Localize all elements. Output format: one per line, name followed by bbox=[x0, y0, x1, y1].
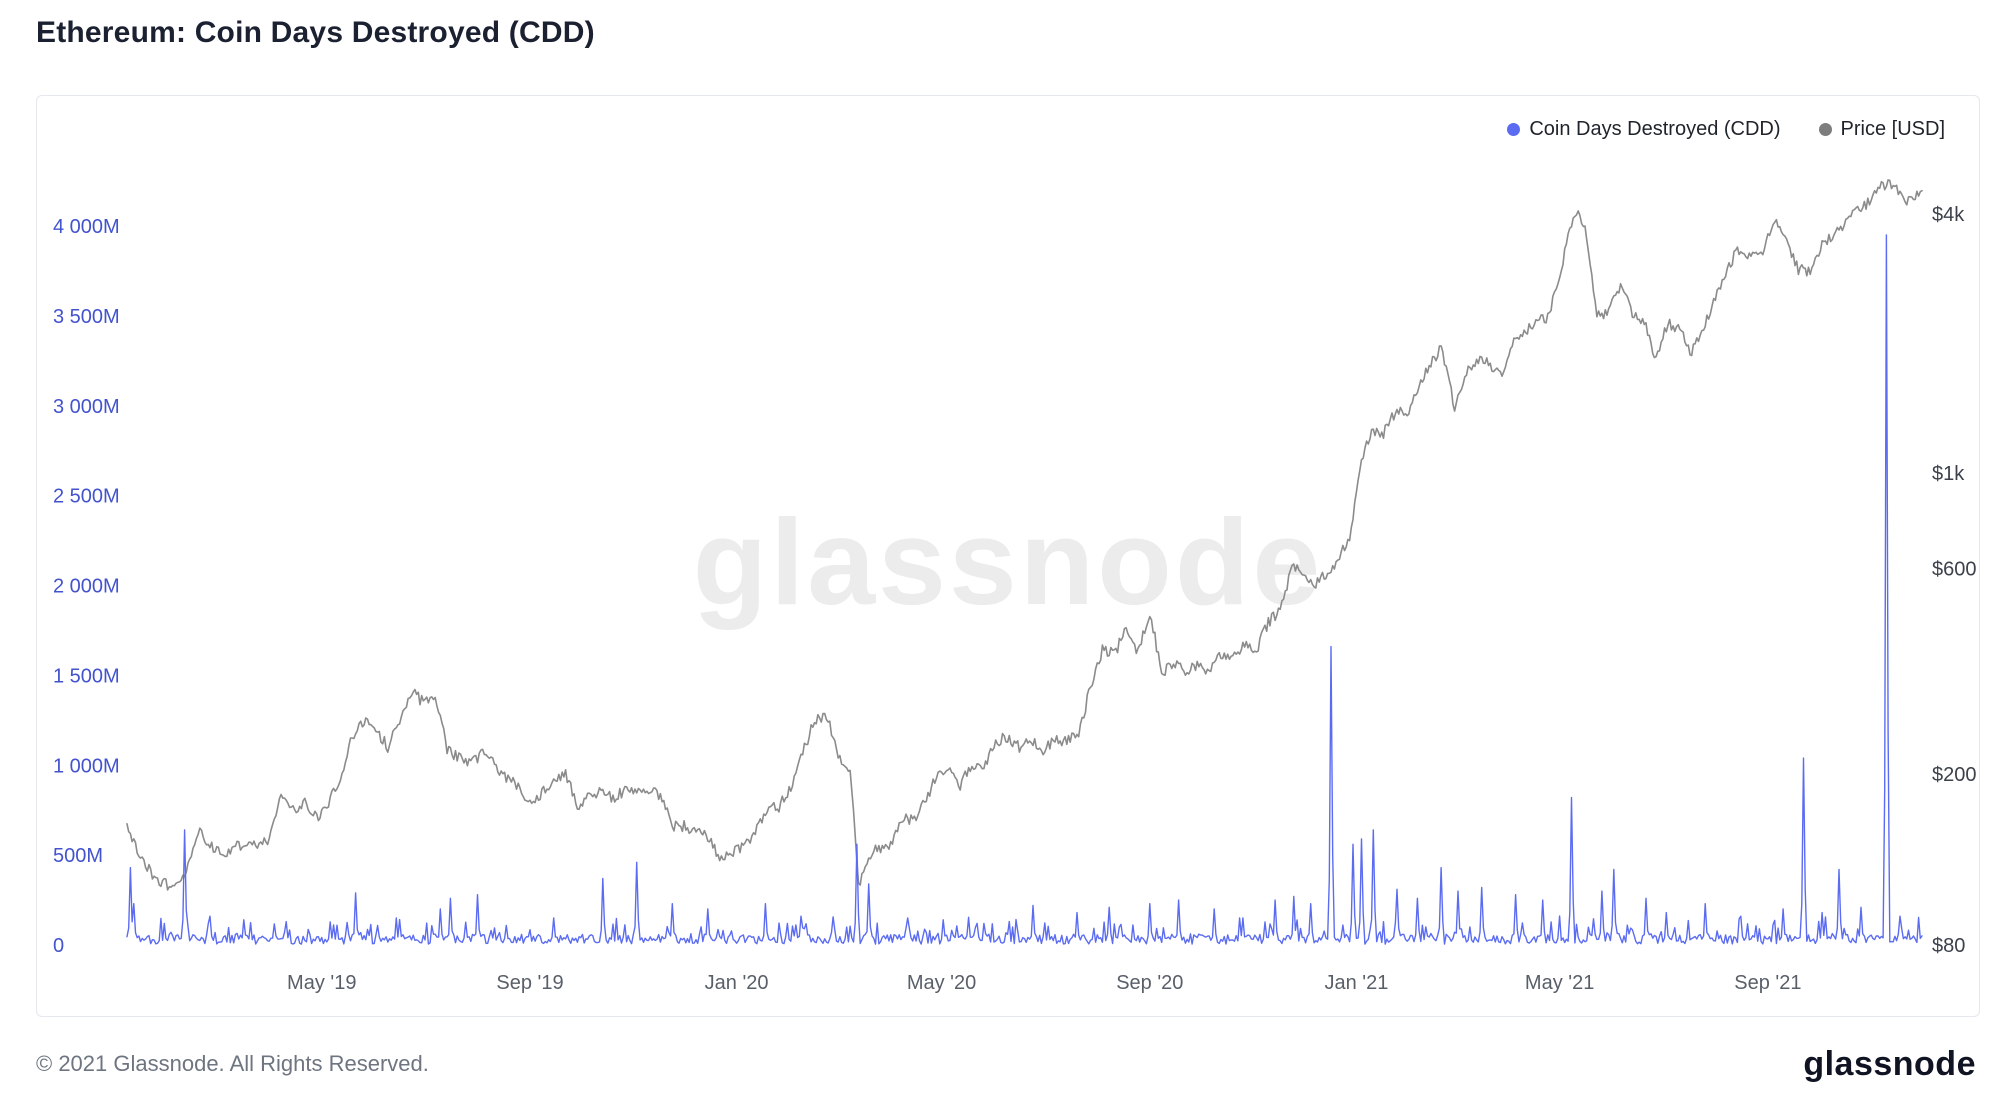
glassnode-watermark: glassnode bbox=[692, 494, 1324, 630]
x-axis-tick-label: Sep '19 bbox=[496, 972, 563, 994]
right-axis-tick-label: $4k bbox=[1932, 204, 1965, 226]
price-series-line[interactable] bbox=[126, 179, 1923, 891]
glassnode-logo[interactable]: glassnode bbox=[1803, 1044, 1976, 1083]
cdd-price-chart[interactable]: 0 500M 1 000M 1 500M 2 000M 2 500M 3 000M 3 500… bbox=[37, 96, 1981, 1018]
x-axis-tick-label: May '19 bbox=[287, 972, 356, 994]
footer: © 2021 Glassnode. All Rights Reserved. g… bbox=[36, 1036, 1976, 1092]
legend-item-cdd[interactable]: Coin Days Destroyed (CDD) bbox=[1507, 118, 1781, 141]
x-axis-tick-label: May '20 bbox=[907, 972, 976, 994]
legend-dot-price bbox=[1818, 123, 1832, 136]
left-axis-tick-label: 2 000M bbox=[53, 576, 120, 598]
legend-item-price[interactable]: Price [USD] bbox=[1818, 118, 1945, 141]
left-axis-tick-label: 1 500M bbox=[53, 665, 120, 687]
legend-dot-cdd bbox=[1507, 123, 1521, 136]
cdd-series-line[interactable] bbox=[126, 234, 1923, 945]
left-axis-tick-label: 0 bbox=[53, 935, 64, 957]
chart-legend: Coin Days Destroyed (CDD) Price [USD] bbox=[1507, 118, 1945, 141]
legend-label: Price [USD] bbox=[1840, 118, 1945, 140]
x-axis-tick-label: May '21 bbox=[1525, 972, 1594, 994]
x-axis-tick-label: Sep '20 bbox=[1116, 972, 1183, 994]
left-axis-tick-label: 4 000M bbox=[53, 216, 120, 238]
x-axis-tick-label: Jan '20 bbox=[705, 972, 769, 994]
right-axis-tick-label: $600 bbox=[1932, 558, 1977, 580]
copyright-text: © 2021 Glassnode. All Rights Reserved. bbox=[36, 1051, 429, 1076]
right-axis-tick-label: $1k bbox=[1932, 463, 1965, 485]
x-axis-tick-label: Jan '21 bbox=[1324, 972, 1388, 994]
left-axis-tick-label: 3 000M bbox=[53, 396, 120, 418]
left-axis-tick-label: 3 500M bbox=[53, 306, 120, 328]
left-axis-tick-label: 500M bbox=[53, 845, 103, 867]
chart-card: Coin Days Destroyed (CDD) Price [USD] gla… bbox=[36, 95, 1980, 1017]
page-title: Ethereum: Coin Days Destroyed (CDD) bbox=[36, 16, 595, 49]
legend-label: Coin Days Destroyed (CDD) bbox=[1529, 118, 1781, 140]
left-axis-tick-label: 1 000M bbox=[53, 755, 120, 777]
right-axis-tick-label: $200 bbox=[1932, 764, 1977, 786]
x-axis-tick-label: Sep '21 bbox=[1734, 972, 1801, 994]
left-axis-tick-label: 2 500M bbox=[53, 486, 120, 508]
right-axis-tick-label: $80 bbox=[1932, 935, 1965, 957]
